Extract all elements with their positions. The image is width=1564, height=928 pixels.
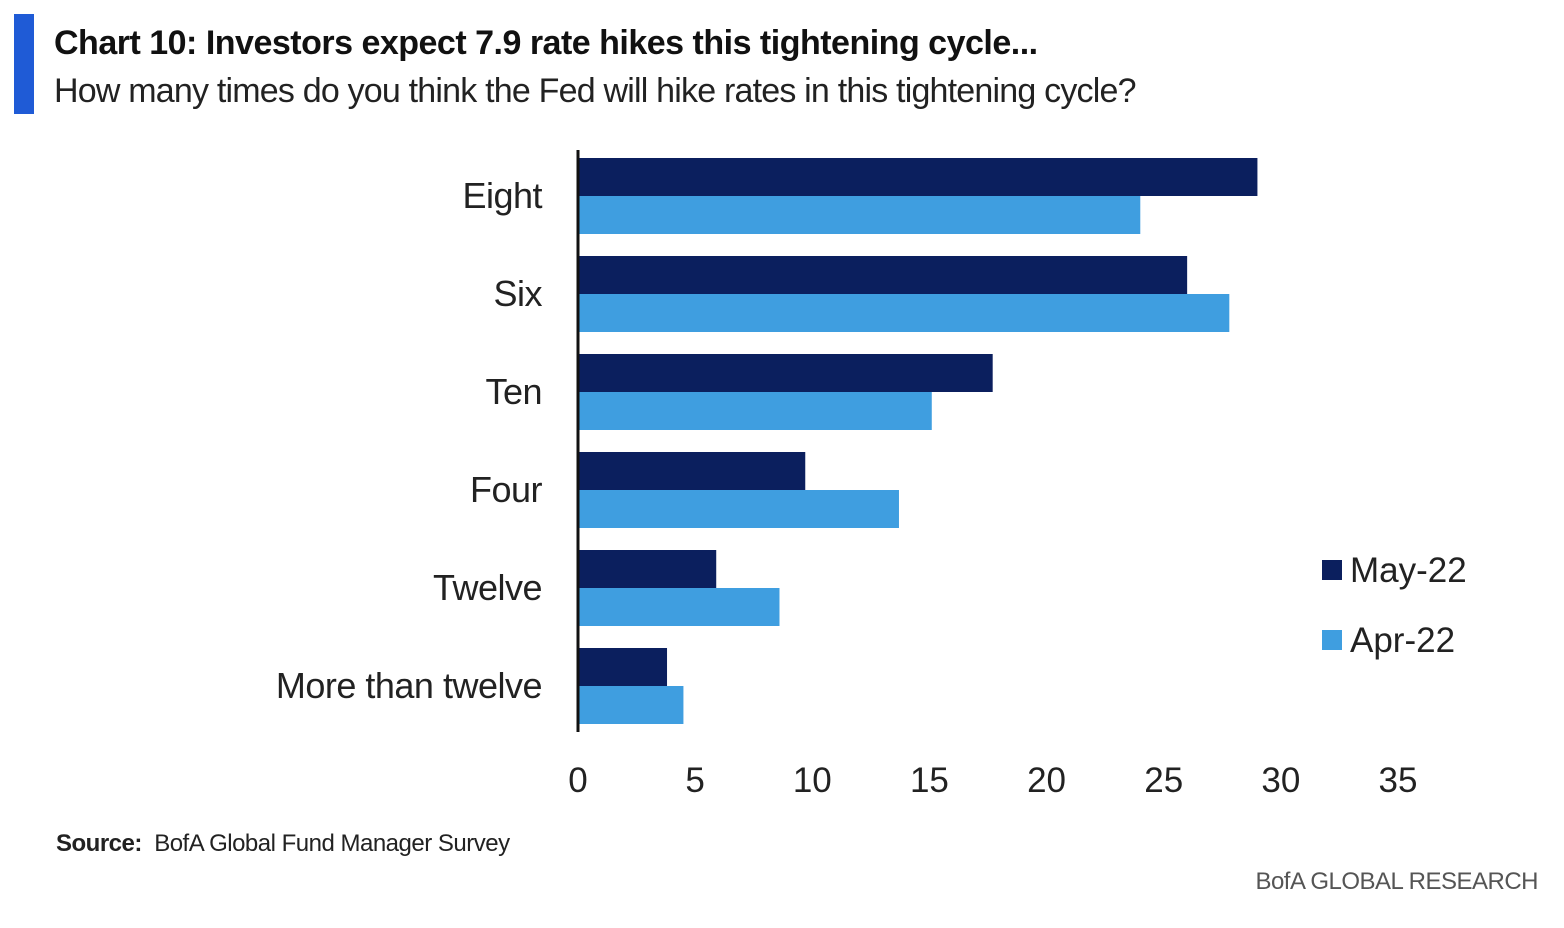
title-accent-bar <box>14 14 34 114</box>
x-tick-label: 25 <box>1144 761 1183 800</box>
brand-footer: BofA GLOBAL RESEARCH <box>1255 868 1538 895</box>
category-label: Eight <box>462 175 542 216</box>
x-tick-label: 5 <box>685 761 704 800</box>
x-tick-label: 15 <box>910 761 949 800</box>
bar-may-22 <box>578 354 993 392</box>
bar-apr-22 <box>578 686 684 724</box>
bar-apr-22 <box>578 196 1141 234</box>
legend-label-may-22: May-22 <box>1350 551 1467 590</box>
bar-may-22 <box>578 648 668 686</box>
category-label: Six <box>493 273 542 314</box>
bar-apr-22 <box>578 294 1230 332</box>
chart-title: Chart 10: Investors expect 7.9 rate hike… <box>54 24 1038 62</box>
bar-apr-22 <box>578 392 932 430</box>
source-note: Source: BofA Global Fund Manager Survey <box>56 830 510 858</box>
x-tick-label: 30 <box>1261 761 1300 800</box>
category-label: More than twelve <box>276 665 542 706</box>
bar-may-22 <box>578 158 1258 196</box>
source-text: BofA Global Fund Manager Survey <box>154 830 510 857</box>
x-tick-label: 0 <box>568 761 587 800</box>
x-tick-label: 35 <box>1379 761 1418 800</box>
bar-apr-22 <box>578 490 899 528</box>
category-label: Ten <box>485 371 542 412</box>
category-label: Four <box>470 469 543 510</box>
source-label: Source: <box>56 830 142 857</box>
x-tick-label: 10 <box>793 761 832 800</box>
legend-swatch-apr-22 <box>1322 630 1342 650</box>
bar-may-22 <box>578 550 717 588</box>
bar-may-22 <box>578 452 806 490</box>
category-label: Twelve <box>433 567 542 608</box>
chart-subtitle: How many times do you think the Fed will… <box>54 72 1137 110</box>
bar-apr-22 <box>578 588 780 626</box>
bar-may-22 <box>578 256 1188 294</box>
legend-swatch-may-22 <box>1322 560 1342 580</box>
legend-label-apr-22: Apr-22 <box>1350 621 1455 660</box>
x-tick-label: 20 <box>1027 761 1066 800</box>
